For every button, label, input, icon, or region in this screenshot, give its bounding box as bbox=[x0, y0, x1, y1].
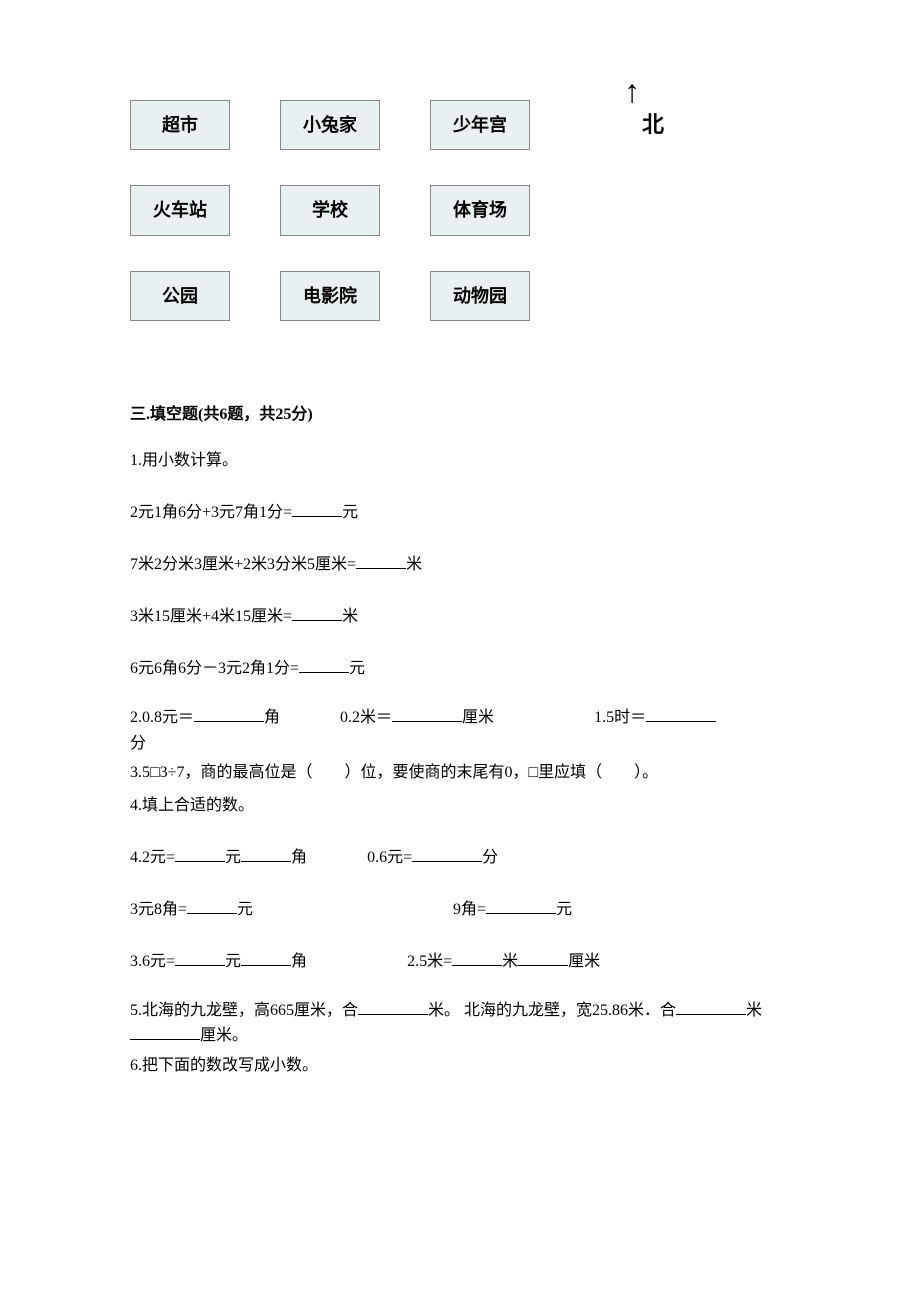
q4-line2: 3元8角= 元 9角= 元 bbox=[130, 894, 790, 926]
q2-p3a: 1.5时＝ bbox=[594, 709, 646, 726]
blank bbox=[518, 950, 568, 966]
q4-l1c: 角 bbox=[291, 849, 307, 866]
map-box-train-station: 火车站 bbox=[130, 185, 230, 235]
q2-p2b: 厘米 bbox=[462, 709, 494, 726]
blank bbox=[187, 898, 237, 914]
map-box-youth-palace: 少年宫 bbox=[430, 100, 530, 150]
q4-l3b: 元 bbox=[225, 953, 241, 970]
q4-l3f: 厘米 bbox=[568, 953, 600, 970]
q1-line3: 3米15厘米+4米15厘米= 米 bbox=[130, 601, 790, 633]
q3: 3.5□3÷7，商的最高位是（ ）位，要使商的末尾有0，□里应填（ ）。 bbox=[130, 760, 790, 786]
q4-l2d: 元 bbox=[556, 901, 572, 918]
direction-map: ↑ 北 超市 小兔家 少年宫 火车站 学校 体育场 公园 电影院 动物园 bbox=[130, 100, 590, 321]
blank bbox=[299, 657, 349, 673]
q4-l3a: 3.6元= bbox=[130, 953, 175, 970]
q1-l2-text: 7米2分米3厘米+2米3分米5厘米= bbox=[130, 556, 356, 573]
blank bbox=[452, 950, 502, 966]
q1-line4: 6元6角6分－3元2角1分= 元 bbox=[130, 653, 790, 685]
q1-l3-text: 3米15厘米+4米15厘米= bbox=[130, 608, 292, 625]
blank bbox=[358, 999, 428, 1015]
north-label: 北 bbox=[642, 105, 664, 145]
map-box-cinema: 电影院 bbox=[280, 271, 380, 321]
map-box-supermarket: 超市 bbox=[130, 100, 230, 150]
q1-l3-unit: 米 bbox=[342, 608, 358, 625]
blank bbox=[392, 706, 462, 722]
q4-l1b: 元 bbox=[225, 849, 241, 866]
q5-c: 米 bbox=[746, 1002, 762, 1019]
map-box-zoo: 动物园 bbox=[430, 271, 530, 321]
q1-stem: 1.用小数计算。 bbox=[130, 445, 790, 477]
q5: 5.北海的九龙壁，高665厘米，合 米。 北海的九龙壁，宽25.86米．合 米厘米。 bbox=[130, 998, 790, 1049]
section-three-title: 三.填空题(共6题，共25分) bbox=[130, 401, 790, 430]
q5-b: 米。 北海的九龙壁，宽25.86米．合 bbox=[428, 1002, 676, 1019]
q6: 6.把下面的数改写成小数。 bbox=[130, 1053, 790, 1079]
q2-p2a: 0.2米＝ bbox=[340, 709, 392, 726]
map-grid: 超市 小兔家 少年宫 火车站 学校 体育场 公园 电影院 动物园 bbox=[130, 100, 530, 321]
q2: 2.0.8元＝ 角 0.2米＝ 厘米 1.5时＝ 分 bbox=[130, 705, 790, 756]
q4-line3: 3.6元= 元 角 2.5米= 米 厘米 bbox=[130, 946, 790, 978]
q4-line1: 4.2元= 元 角 0.6元= 分 bbox=[130, 842, 790, 874]
blank bbox=[412, 846, 482, 862]
blank bbox=[241, 846, 291, 862]
q4-l2c: 9角= bbox=[453, 901, 486, 918]
q1-line2: 7米2分米3厘米+2米3分米5厘米= 米 bbox=[130, 549, 790, 581]
q4-l1e: 分 bbox=[482, 849, 498, 866]
blank bbox=[356, 553, 406, 569]
q4-l3c: 角 bbox=[291, 953, 307, 970]
q4-l2b: 元 bbox=[237, 901, 253, 918]
q1-l4-text: 6元6角6分－3元2角1分= bbox=[130, 660, 299, 677]
q5-a: 5.北海的九龙壁，高665厘米，合 bbox=[130, 1002, 358, 1019]
q1-l2-unit: 米 bbox=[406, 556, 422, 573]
blank bbox=[194, 706, 264, 722]
q4-l3e: 米 bbox=[502, 953, 518, 970]
arrow-up-icon: ↑ bbox=[624, 75, 640, 107]
blank bbox=[676, 999, 746, 1015]
map-box-rabbit-home: 小兔家 bbox=[280, 100, 380, 150]
north-indicator: ↑ 北 bbox=[624, 75, 640, 107]
q4-l3d: 2.5米= bbox=[407, 953, 452, 970]
q4-l2a: 3元8角= bbox=[130, 901, 187, 918]
map-box-school: 学校 bbox=[280, 185, 380, 235]
q1-l4-unit: 元 bbox=[349, 660, 365, 677]
map-box-stadium: 体育场 bbox=[430, 185, 530, 235]
q2-p1b: 角 bbox=[264, 709, 280, 726]
blank bbox=[130, 1024, 200, 1040]
map-box-park: 公园 bbox=[130, 271, 230, 321]
q1-l1-unit: 元 bbox=[342, 504, 358, 521]
q1-line1: 2元1角6分+3元7角1分= 元 bbox=[130, 497, 790, 529]
q2-p3b: 分 bbox=[130, 735, 146, 752]
blank bbox=[292, 501, 342, 517]
blank bbox=[175, 846, 225, 862]
blank bbox=[292, 605, 342, 621]
q4-stem: 4.填上合适的数。 bbox=[130, 790, 790, 822]
blank bbox=[175, 950, 225, 966]
q4-l1d: 0.6元= bbox=[367, 849, 412, 866]
q5-d: 厘米。 bbox=[200, 1027, 248, 1044]
blank bbox=[486, 898, 556, 914]
blank bbox=[241, 950, 291, 966]
blank bbox=[646, 706, 716, 722]
q4-l1a: 4.2元= bbox=[130, 849, 175, 866]
q2-p1a: 2.0.8元＝ bbox=[130, 709, 194, 726]
q1-l1-text: 2元1角6分+3元7角1分= bbox=[130, 504, 292, 521]
